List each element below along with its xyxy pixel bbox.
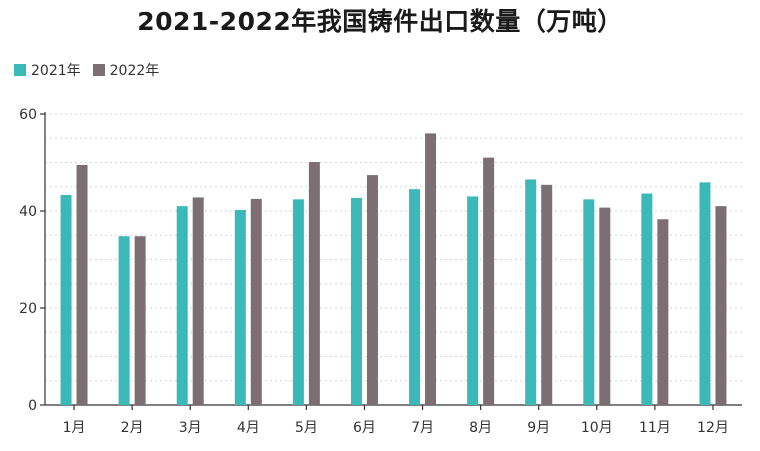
bar-2021 bbox=[525, 179, 537, 405]
bar-2021 bbox=[292, 199, 304, 405]
bar-2022 bbox=[541, 184, 553, 405]
x-tick-label: 4月 bbox=[237, 420, 260, 436]
bar-2021 bbox=[234, 210, 246, 405]
y-tick-label: 0 bbox=[28, 398, 37, 414]
y-tick-label: 40 bbox=[19, 204, 37, 220]
legend: 2021年 2022年 bbox=[14, 60, 171, 80]
y-tick-label: 60 bbox=[19, 107, 37, 123]
bar-2022 bbox=[657, 219, 669, 405]
x-tick-label: 12月 bbox=[697, 420, 729, 436]
x-tick-label: 1月 bbox=[63, 420, 86, 436]
bar-2022 bbox=[715, 206, 727, 405]
chart-title: 2021-2022年我国铸件出口数量（万吨） bbox=[137, 7, 623, 36]
bar-2022 bbox=[425, 133, 437, 405]
x-tick-label: 8月 bbox=[469, 420, 492, 436]
legend-swatch-2021 bbox=[14, 64, 26, 76]
x-tick-label: 9月 bbox=[527, 420, 550, 436]
bar-2021 bbox=[467, 196, 479, 405]
x-tick-label: 7月 bbox=[411, 420, 434, 436]
bar-2021 bbox=[699, 182, 711, 405]
x-tick-label: 2月 bbox=[121, 420, 144, 436]
x-tick-label: 6月 bbox=[353, 420, 376, 436]
bar-2022 bbox=[192, 197, 204, 405]
bar-2021 bbox=[118, 236, 130, 405]
x-tick-label: 11月 bbox=[639, 420, 671, 436]
legend-swatch-2022 bbox=[92, 64, 105, 76]
x-tick-label: 3月 bbox=[179, 420, 202, 436]
legend-label-2022: 2022年 bbox=[109, 63, 160, 79]
x-tick-label: 10月 bbox=[581, 420, 613, 436]
legend-label-2021: 2021年 bbox=[31, 63, 81, 79]
bar-2021 bbox=[60, 194, 72, 405]
bar-2022 bbox=[599, 207, 611, 405]
bar-2022 bbox=[76, 164, 88, 405]
bar-2021 bbox=[641, 193, 653, 405]
bar-2021 bbox=[409, 189, 421, 405]
bar-2021 bbox=[176, 206, 188, 405]
bar-2021 bbox=[583, 199, 595, 405]
bar-2021 bbox=[350, 197, 362, 405]
bar-2022 bbox=[250, 198, 262, 405]
bar-2022 bbox=[483, 157, 495, 405]
bar-2022 bbox=[134, 236, 146, 405]
y-tick-label: 20 bbox=[19, 301, 37, 317]
legend-item-2022: 2022年 bbox=[92, 60, 160, 80]
bar-2022 bbox=[366, 175, 378, 405]
x-tick-label: 5月 bbox=[295, 420, 318, 436]
bar-2022 bbox=[308, 162, 320, 405]
legend-item-2021: 2021年 bbox=[14, 60, 81, 80]
